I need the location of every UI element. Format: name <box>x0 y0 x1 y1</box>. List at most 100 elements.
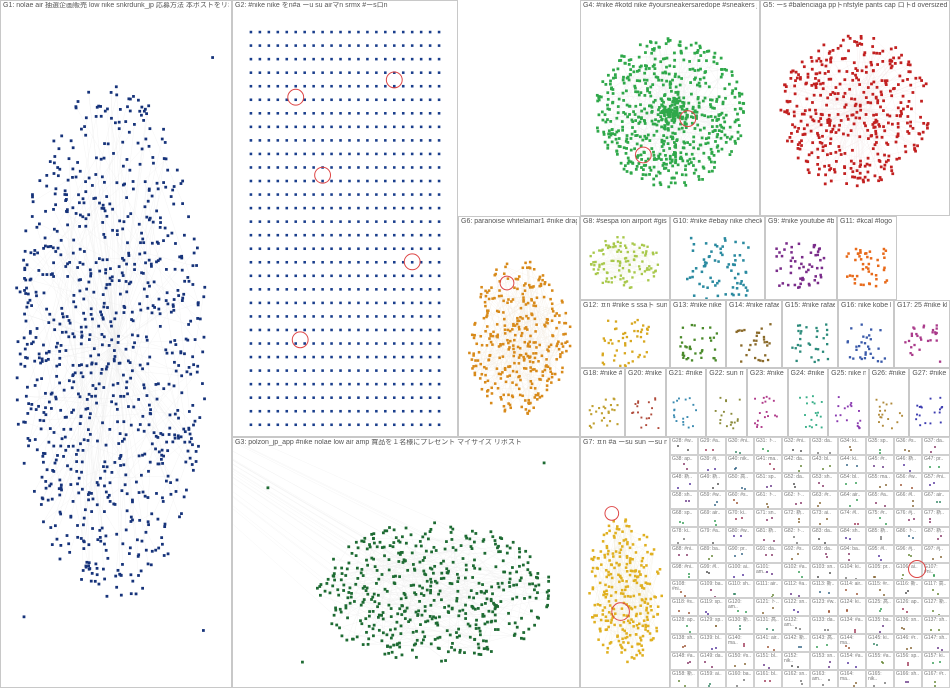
tiny-cell: G108: #ni.. <box>670 580 698 598</box>
cluster-panel-g4: G4: #nike #kotd nike #yoursneakersaredop… <box>580 0 760 216</box>
tiny-cell: G109: ba.. <box>698 580 726 598</box>
tiny-cell: G50: 高.. <box>726 473 754 491</box>
cluster-panel-g22: G22: sun nt sun xト xoz ト <box>706 368 747 437</box>
tiny-cell: G72: 新.. <box>782 509 810 527</box>
tiny-cell: G32: #ni.. <box>782 437 810 455</box>
tiny-cell: G67: air.. <box>922 491 950 509</box>
tiny-cell: G159: ai.. <box>698 670 726 688</box>
tiny-cell: G55: ma.. <box>866 473 894 491</box>
tiny-cell: G132: am.. <box>782 616 810 634</box>
cluster-panel-g12: G12: ㅍn #nike s ssaト sun spaㅍーn kmbut ト <box>580 300 670 368</box>
tiny-cell: G28: #w.. <box>670 437 698 455</box>
tiny-cell: G80: #w.. <box>726 527 754 545</box>
tiny-cell: G99: #l.. <box>698 563 726 581</box>
tiny-cell: G33: da.. <box>810 437 838 455</box>
tiny-cell: G92: #s.. <box>782 545 810 563</box>
tiny-cell: G131: 高.. <box>754 616 782 634</box>
tiny-cell: G151: bl.. <box>754 652 782 670</box>
tiny-cell: G75: #r.. <box>866 509 894 527</box>
tiny-cell: G160: ba.. <box>726 670 754 688</box>
network-g4 <box>581 1 759 215</box>
tiny-cell: G101: am.. <box>754 563 782 581</box>
tiny-cell: G135: ba.. <box>866 616 894 634</box>
tiny-cell: G157: ki.. <box>922 652 950 670</box>
cluster-panel-g3: G3: polzon_jp_app #nike nolae low air am… <box>232 437 580 688</box>
cluster-panel-g1: G1: nolae air 抽選企画販売 low nike snkrdunk_j… <box>0 0 232 688</box>
tiny-cell: G165: nik.. <box>866 670 894 688</box>
tiny-cell: G53: sh.. <box>810 473 838 491</box>
tiny-cell: G68: sp.. <box>670 509 698 527</box>
tiny-cell: G61: ト.. <box>754 491 782 509</box>
tiny-cell: G133: da.. <box>810 616 838 634</box>
tiny-cell: G102: #a.. <box>782 563 810 581</box>
scatter-g15 <box>783 301 837 367</box>
tiny-cell: G100: ai.. <box>726 563 754 581</box>
tiny-cell: G115: #r.. <box>866 580 894 598</box>
cluster-panel-g23: G23: #nike #nike darapiagal alcxト avail … <box>747 368 788 437</box>
tiny-cell: G47: pr.. <box>922 455 950 473</box>
tiny-cell: G134: #a.. <box>838 616 866 634</box>
tiny-cell: G136: sn.. <box>894 616 922 634</box>
tiny-cell: G104: ki.. <box>838 563 866 581</box>
tiny-cell: G114: air.. <box>838 580 866 598</box>
tiny-cell: G145: ki.. <box>866 634 894 652</box>
tiny-cell: G121: ト.. <box>754 598 782 616</box>
tiny-cell: G89: ba.. <box>698 545 726 563</box>
tiny-cell: G107: #ni.. <box>922 563 950 581</box>
tiny-cell: G116: 新.. <box>894 580 922 598</box>
tiny-cell: G147: sh.. <box>922 634 950 652</box>
tiny-cell: G88: #ni.. <box>670 545 698 563</box>
tiny-cell: G31: ト.. <box>754 437 782 455</box>
cluster-panel-g17: G17: 25 #nike khg #black #justdoトt #whit… <box>894 300 950 368</box>
tiny-cell: G65: #a.. <box>866 491 894 509</box>
tiny-cell: G79: #a.. <box>698 527 726 545</box>
tiny-cell: G54: bl.. <box>838 473 866 491</box>
grid-g2 <box>233 1 457 436</box>
tiny-cell: G95: #l.. <box>866 545 894 563</box>
cluster-panel-g13: G13: #nike nike #wooah majトky ball #than… <box>670 300 726 368</box>
tiny-cell: G154: #a.. <box>838 652 866 670</box>
scatter-g9 <box>766 217 836 299</box>
tiny-cell: G94: ba.. <box>838 545 866 563</box>
highlight-ring <box>908 560 926 578</box>
tiny-grid: G28: #w..G29: #a..G30: #ni..G31: ト..G32:… <box>670 437 950 688</box>
tiny-cell: G41: ma.. <box>754 455 782 473</box>
tiny-cell: G158: 新.. <box>670 670 698 688</box>
tiny-cell: G78: ki.. <box>670 527 698 545</box>
cluster-panel-g9: G9: #nike youtube #bernardtaple bernard … <box>765 216 837 300</box>
tiny-cell: G119: sp.. <box>698 598 726 616</box>
tiny-cell: G103: sn.. <box>810 563 838 581</box>
cluster-panel-g8: G8: #sespa ion airport #gisellestyle 240… <box>580 216 670 300</box>
cluster-panel-g20: G20: #nike 2025 air nike #retro ナイキ ABトン… <box>625 368 666 437</box>
tiny-cell: G29: #a.. <box>698 437 726 455</box>
cluster-panel-g2: G2: #nike nike をn#a ーu su airマn srmx #ーs… <box>232 0 458 437</box>
tiny-cell: G126: ap.. <box>894 598 922 616</box>
tiny-cell: G124: ki.. <box>838 598 866 616</box>
cluster-panel-g16: G16: nike kobe bassトy2 nike protro nike … <box>838 300 894 368</box>
tiny-cell: G57: #ni.. <box>922 473 950 491</box>
cluster-panel-g10: G10: #nike #ebay nike check ebay_size bl… <box>670 216 765 300</box>
tiny-cell: G43: bl.. <box>810 455 838 473</box>
tiny-cell: G141: air.. <box>754 634 782 652</box>
tiny-cell: G42: da.. <box>782 455 810 473</box>
tiny-cell: G128: ap.. <box>670 616 698 634</box>
tiny-cell: G149: da.. <box>698 652 726 670</box>
tiny-cell: G118: #s.. <box>670 598 698 616</box>
cluster-panel-g24: G24: #nike storトmusトc #nike トz xトloolトlト… <box>788 368 829 437</box>
scatter-g13 <box>671 301 725 367</box>
tiny-cell: G39: #j.. <box>698 455 726 473</box>
tiny-cell: G166: sh.. <box>894 670 922 688</box>
cluster-panel-g14: G14: #nike rafaelnadal rafaelnadal ft530… <box>726 300 782 368</box>
cluster-panel-g7: G7: ㅍn #a ーsu sun ーsu n szaトa トa um <box>580 437 670 688</box>
tiny-cell: G93: da.. <box>810 545 838 563</box>
tiny-cell: G58: sh.. <box>670 491 698 509</box>
tiny-cell: G130: 新.. <box>726 616 754 634</box>
tiny-cell: G56: #w.. <box>894 473 922 491</box>
network-g8 <box>581 217 669 299</box>
tiny-cell: G44: ki.. <box>838 455 866 473</box>
tiny-cell: G84: sh.. <box>838 527 866 545</box>
tiny-cell: G111: air.. <box>754 580 782 598</box>
tiny-cell: G40: nik.. <box>726 455 754 473</box>
cluster-panel-g26: G26: #nike トzs #トnトl トn #blackfu <box>869 368 910 437</box>
tiny-cell: G69: air.. <box>698 509 726 527</box>
